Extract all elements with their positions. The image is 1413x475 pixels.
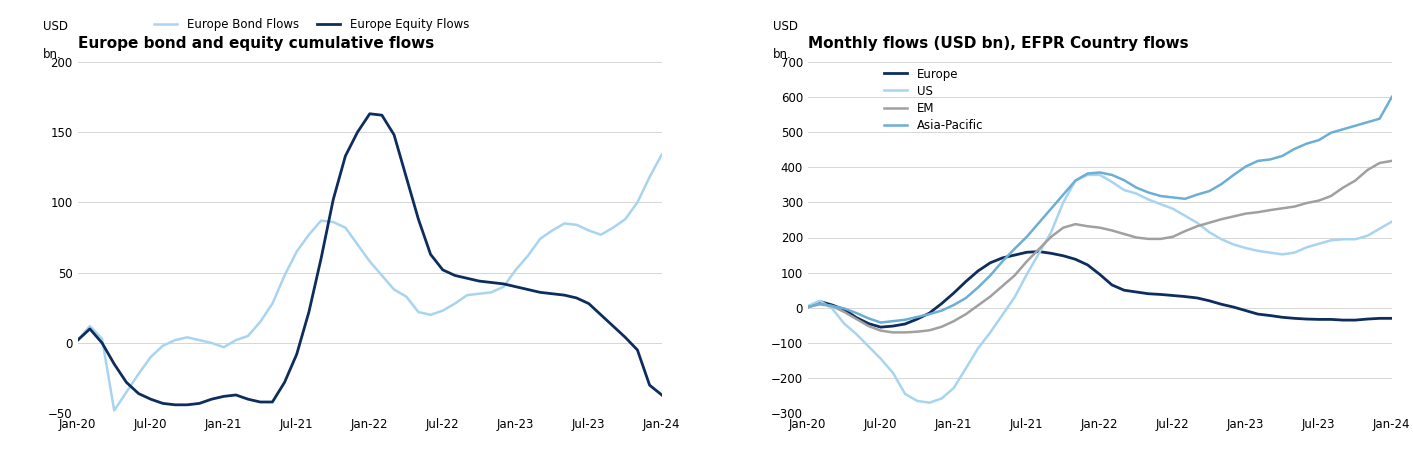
Text: bn.: bn. (773, 48, 791, 61)
Text: bn.: bn. (42, 48, 61, 61)
Text: USD: USD (42, 19, 68, 33)
Text: Europe bond and equity cumulative flows: Europe bond and equity cumulative flows (78, 36, 434, 51)
Legend: Europe Bond Flows, Europe Equity Flows: Europe Bond Flows, Europe Equity Flows (154, 19, 469, 31)
Text: USD: USD (773, 19, 798, 33)
Text: Monthly flows (USD bn), EFPR Country flows: Monthly flows (USD bn), EFPR Country flo… (808, 36, 1188, 51)
Legend: Europe, US, EM, Asia-Pacific: Europe, US, EM, Asia-Pacific (883, 67, 983, 132)
